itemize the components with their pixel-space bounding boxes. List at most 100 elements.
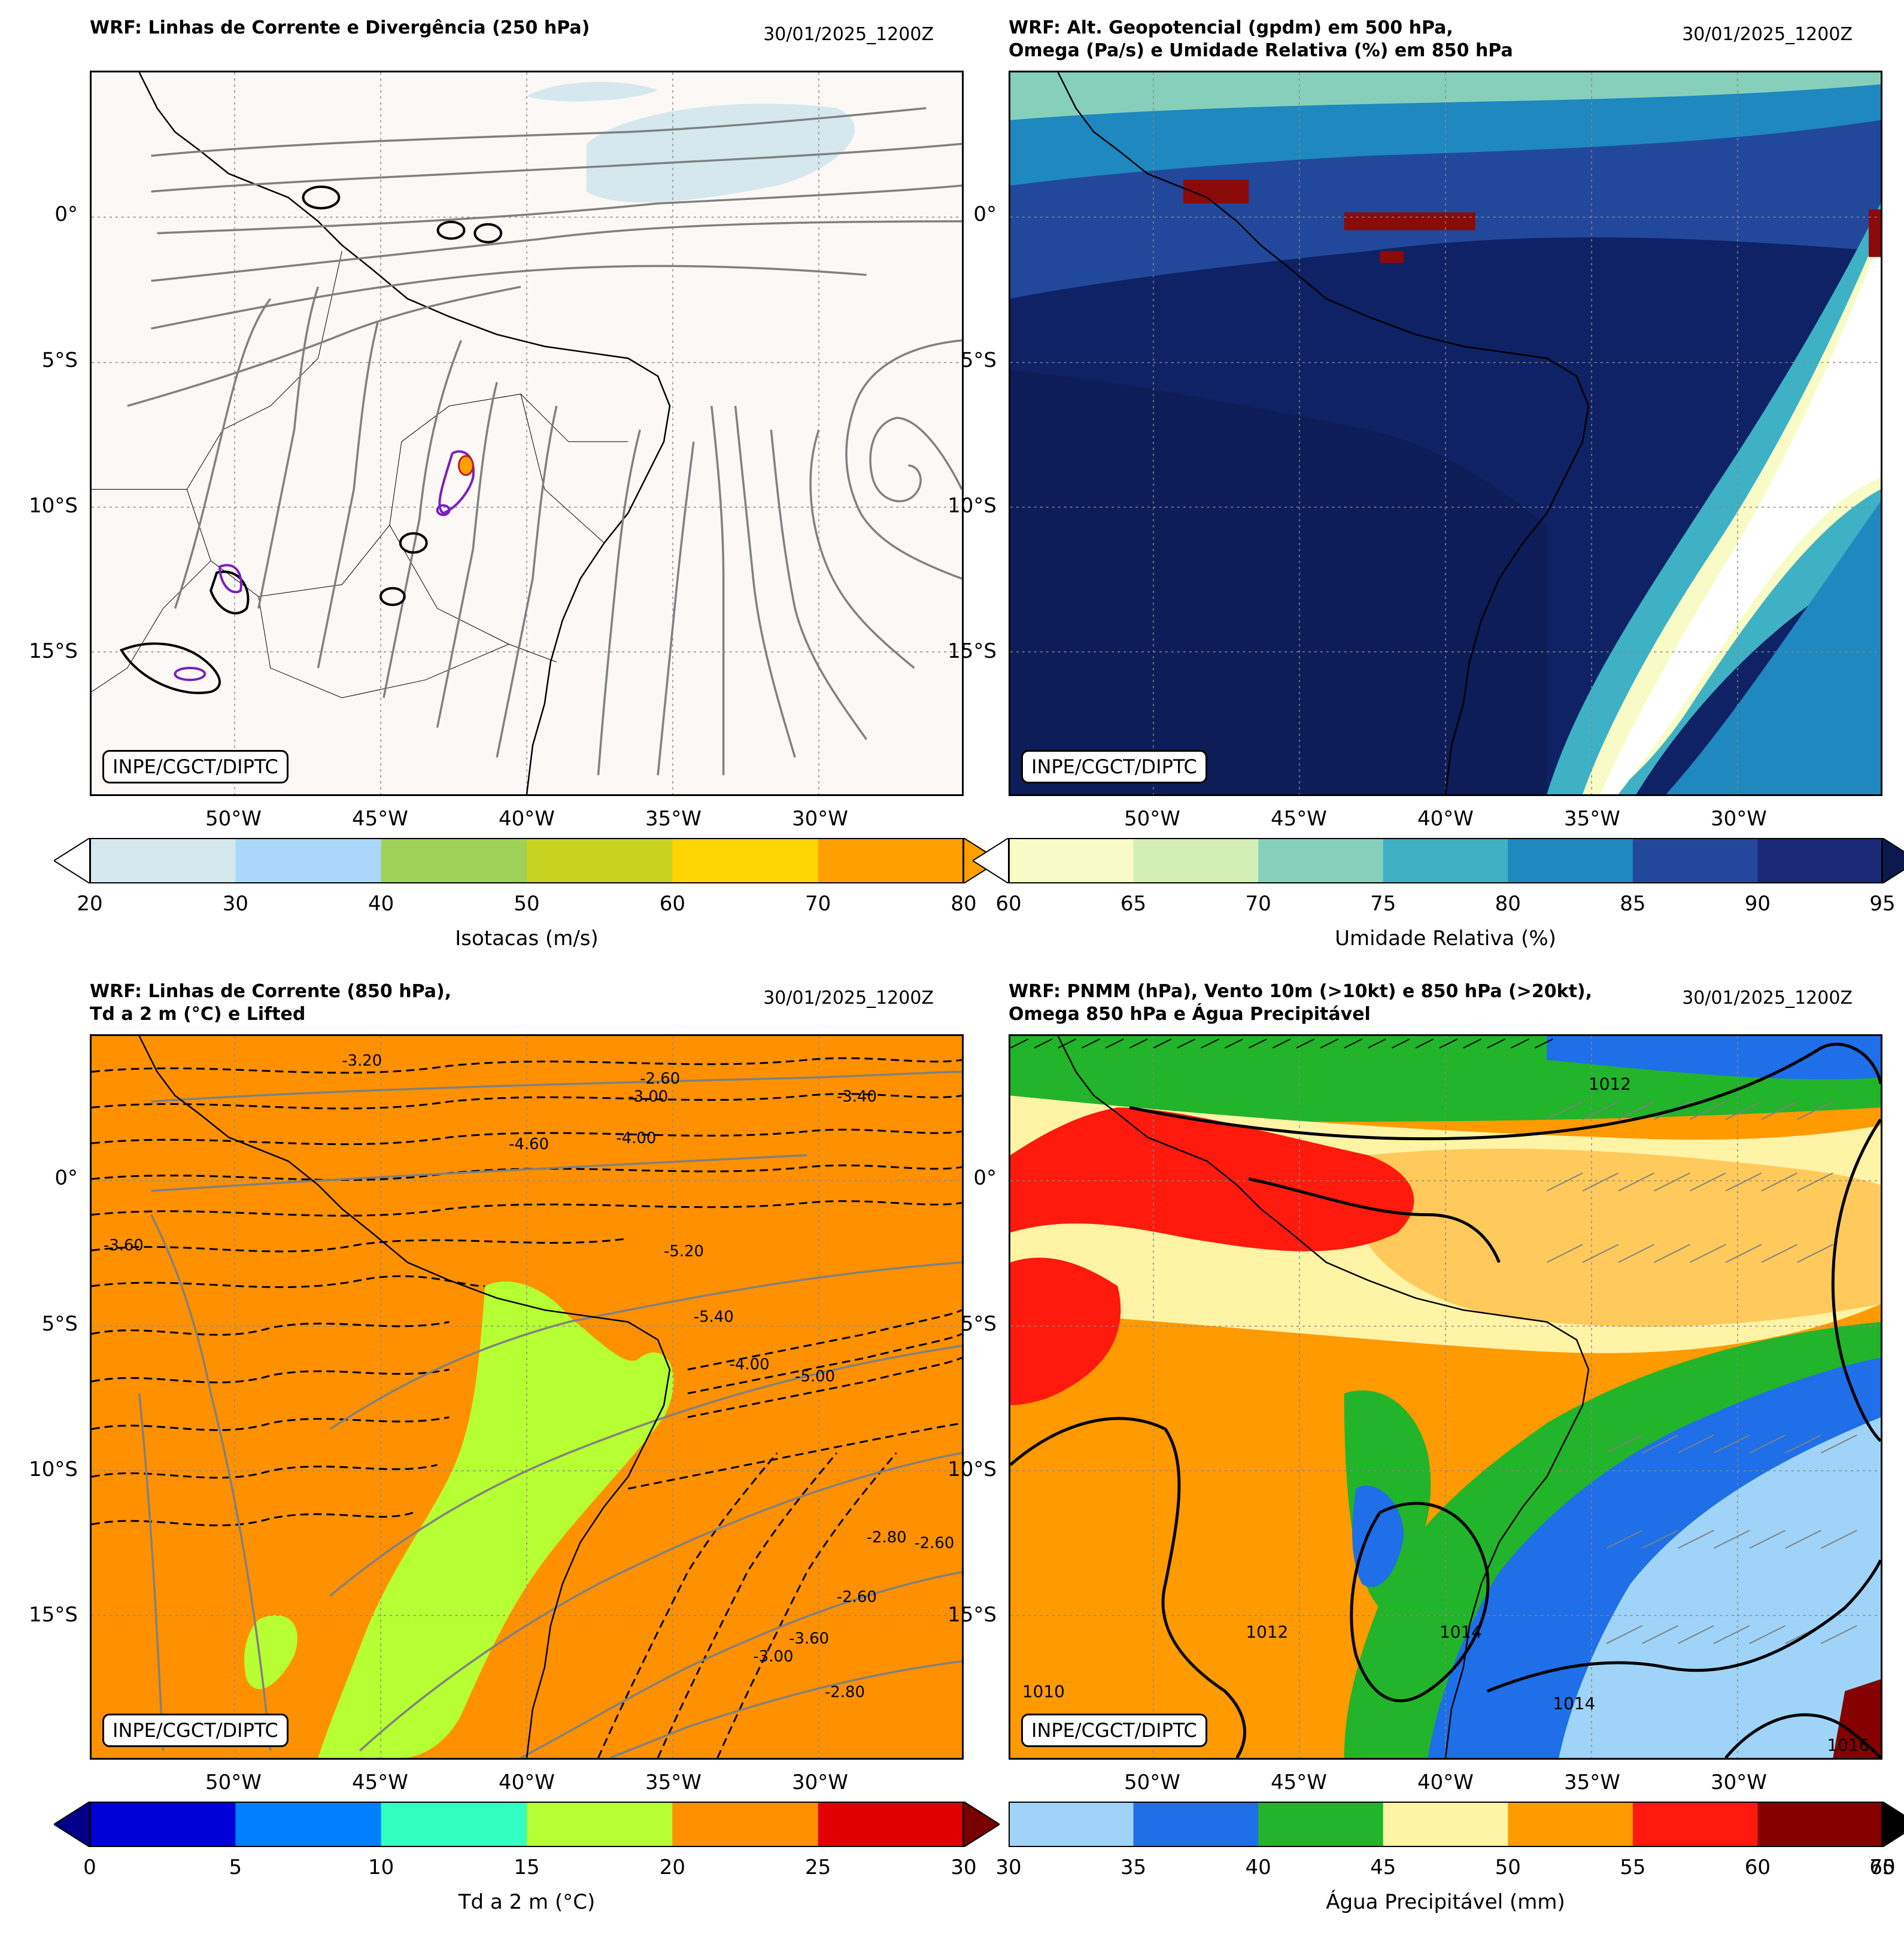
- colorbar: [973, 838, 1904, 883]
- colorbar-segment: [1383, 1802, 1508, 1847]
- lon-label: 30°W: [1711, 1770, 1767, 1794]
- colorbar-label: Umidade Relativa (%): [1335, 927, 1556, 950]
- colorbar-graphic: [1009, 1802, 1882, 1847]
- panel-precipitable-water: WRF: PNMM (hPa), Vento 10m (>10kt) e 850…: [919, 964, 1904, 1933]
- colorbar-segment: [1632, 1802, 1758, 1847]
- lon-label: 40°W: [1417, 807, 1474, 831]
- colorbar-tick-label: 85: [1620, 892, 1646, 916]
- colorbar-tick-label: 45: [1370, 1855, 1396, 1879]
- lat-label: 10°S: [948, 1457, 997, 1481]
- colorbar-segment: [1508, 1802, 1633, 1847]
- contour-label: -5.00: [795, 1368, 835, 1386]
- isobar-label: 1012: [1246, 1622, 1288, 1642]
- map-dewpoint-canvas: -3.20 -3.60 -4.00 -4.60 -3.00 -2.60 -3.4…: [92, 1036, 962, 1758]
- panel-relative-humidity-850hpa: WRF: Alt. Geopotencial (gpdm) em 500 hPa…: [919, 0, 1904, 970]
- lon-label: 35°W: [645, 1770, 702, 1794]
- panel-title: WRF: Alt. Geopotencial (gpdm) em 500 hPa…: [1009, 17, 1513, 61]
- isobar-label: 1014: [1440, 1622, 1482, 1642]
- colorbar-tick-label: 55: [1620, 1855, 1646, 1879]
- lon-label: 35°W: [1564, 1770, 1620, 1794]
- contour-label: -5.20: [664, 1243, 704, 1261]
- contour-label: -3.00: [628, 1088, 668, 1105]
- colorbar-segment: [1383, 838, 1508, 883]
- credit-stamp: INPE/CGCT/DIPTC: [1021, 750, 1207, 783]
- colorbar-tick-label: 80: [1495, 892, 1521, 916]
- map-250hpa[interactable]: INPE/CGCT/DIPTC: [90, 71, 964, 796]
- colorbar-extend-low: [54, 1802, 90, 1847]
- contour-label: -3.00: [753, 1648, 793, 1666]
- colorbar-graphic: [90, 1802, 964, 1847]
- colorbar-graphic: [1009, 838, 1882, 883]
- colorbar-segment: [1757, 838, 1882, 883]
- lon-label: 45°W: [352, 807, 408, 831]
- lat-label: 0°: [54, 202, 78, 226]
- lat-label: 5°S: [41, 348, 78, 372]
- colorbar-tick-label: 15: [514, 1855, 540, 1879]
- contour-label: -2.80: [867, 1529, 907, 1547]
- lat-label: 15°S: [948, 1603, 997, 1627]
- map-dewpoint[interactable]: -3.20 -3.60 -4.00 -4.60 -3.00 -2.60 -3.4…: [90, 1034, 964, 1760]
- colorbar-segment: [1009, 838, 1134, 883]
- isobar-label: 1014: [1553, 1693, 1595, 1713]
- colorbar-tick-label: 30: [995, 1855, 1022, 1879]
- credit-stamp: INPE/CGCT/DIPTC: [1021, 1714, 1207, 1747]
- map-precipitable-water[interactable]: 1012 1014 1014 1016 1012 1010 INPE/CGCT/…: [1009, 1034, 1882, 1760]
- colorbar-tick-label: 90: [1744, 892, 1771, 916]
- colorbar-extend-low: [54, 838, 90, 883]
- colorbar-frame: [90, 838, 964, 883]
- colorbar: [54, 1802, 1000, 1847]
- panel-title: WRF: PNMM (hPa), Vento 10m (>10kt) e 850…: [1009, 981, 1593, 1025]
- lon-label: 45°W: [1271, 1770, 1327, 1794]
- contour-label: -3.40: [837, 1088, 877, 1105]
- lat-label: 10°S: [948, 494, 997, 518]
- colorbar-tick-label: 20: [659, 1855, 685, 1879]
- lat-label: 15°S: [29, 639, 78, 663]
- panel-title: WRF: Linhas de Corrente (850 hPa), Td a …: [90, 981, 452, 1025]
- colorbar-tick-label: 40: [368, 892, 394, 916]
- colorbar-label: Td a 2 m (°C): [458, 1890, 596, 1914]
- map-relative-humidity[interactable]: INPE/CGCT/DIPTC: [1009, 71, 1882, 796]
- contour-label: -2.60: [914, 1535, 954, 1553]
- colorbar-segment: [381, 1802, 527, 1847]
- panel-date: 30/01/2025_1200Z: [763, 24, 934, 45]
- lon-label: 50°W: [205, 1770, 262, 1794]
- panel-date: 30/01/2025_1200Z: [1682, 24, 1853, 45]
- lat-label: 10°S: [29, 1457, 78, 1481]
- colorbar-segment: [818, 838, 964, 883]
- colorbar-tick-label: 10: [368, 1855, 394, 1879]
- colorbar-segment: [1133, 1802, 1259, 1847]
- colorbar-segment: [527, 838, 673, 883]
- colorbar-ticks: 0 5 10 15 20 25 30: [83, 1855, 976, 1882]
- colorbar-tick-label: 60: [995, 892, 1022, 916]
- colorbar-tick-label: 80: [951, 892, 977, 916]
- colorbar-frame: [90, 1802, 964, 1847]
- lat-label: 10°S: [29, 494, 78, 518]
- colorbar-segment: [1508, 838, 1633, 883]
- lon-label: 50°W: [1124, 1770, 1180, 1794]
- contour-label: -3.20: [342, 1052, 382, 1070]
- colorbar-segment: [1133, 838, 1259, 883]
- colorbar-tick-label: 60: [1744, 1855, 1771, 1879]
- lon-label: 35°W: [1564, 807, 1620, 831]
- colorbar-label: Isotacas (m/s): [455, 927, 599, 950]
- lon-label: 45°W: [1271, 807, 1327, 831]
- colorbar-tick-label: 50: [514, 892, 540, 916]
- colorbar-segment: [1258, 838, 1384, 883]
- contour-label: -2.80: [825, 1684, 865, 1702]
- colorbar-tick-label: 5: [229, 1855, 242, 1879]
- colorbar-tick-label: 70: [1869, 1855, 1896, 1879]
- colorbar-segment: [1258, 1802, 1384, 1847]
- contour-label: -3.60: [789, 1630, 829, 1648]
- lon-label: 50°W: [1124, 807, 1180, 831]
- colorbar-segment: [90, 838, 236, 883]
- colorbar-extend-high: [1882, 1802, 1904, 1847]
- colorbar-segment: [527, 1802, 673, 1847]
- colorbar-segment: [90, 1802, 236, 1847]
- isobar-label: 1016: [1827, 1735, 1869, 1755]
- colorbar: [1009, 1802, 1904, 1847]
- lat-label: 0°: [973, 202, 997, 226]
- colorbar: [54, 838, 1000, 883]
- colorbar-tick-label: 65: [1120, 892, 1147, 916]
- contour-label: -4.00: [730, 1356, 770, 1374]
- colorbar-tick-label: 25: [805, 1855, 831, 1879]
